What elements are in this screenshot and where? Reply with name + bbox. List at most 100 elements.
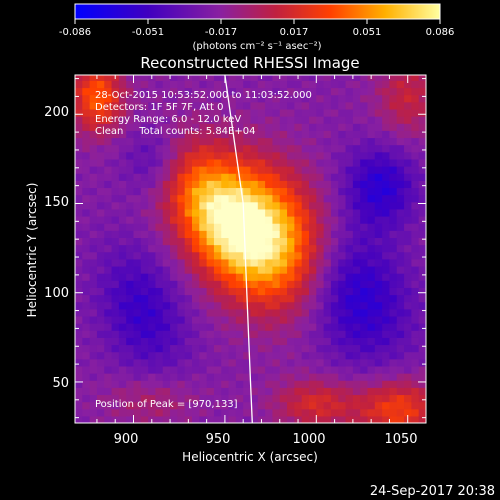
heatmap-cell (338, 380, 347, 388)
heatmap-cell (118, 373, 127, 381)
heatmap-cell (104, 394, 113, 403)
heatmap-cell (82, 158, 91, 167)
heatmap-cell (75, 123, 83, 131)
heatmap-cell (82, 408, 91, 417)
heatmap-cell (170, 223, 178, 231)
heatmap-cell (396, 201, 405, 210)
heatmap-cell (330, 330, 339, 338)
heatmap-cell (287, 265, 295, 274)
heatmap-cell (316, 415, 325, 423)
heatmap-cell (96, 251, 105, 260)
heatmap-cell (235, 130, 244, 139)
heatmap-cell (352, 208, 361, 217)
heatmap-cell (257, 387, 266, 396)
heatmap-cell (396, 80, 405, 89)
heatmap-cell (243, 387, 252, 396)
heatmap-cell (411, 308, 420, 317)
heatmap-cell (352, 337, 361, 346)
heatmap-cell (396, 144, 405, 153)
heatmap-cell (323, 294, 332, 303)
heatmap-cell (111, 80, 120, 89)
heatmap-cell (323, 130, 332, 139)
heatmap-cell (75, 344, 83, 353)
heatmap-cell (104, 337, 113, 346)
heatmap-cell (367, 130, 376, 139)
heatmap-cell (75, 373, 83, 381)
heatmap-cell (257, 330, 266, 338)
heatmap-cell (96, 87, 105, 96)
heatmap-cell (345, 251, 354, 260)
heatmap-cell (250, 101, 259, 110)
heatmap-cell (257, 351, 266, 360)
heatmap-cell (192, 230, 200, 238)
heatmap-cell (330, 408, 339, 417)
heatmap-cell (279, 215, 288, 224)
heatmap-cell (228, 94, 237, 103)
heatmap-cell (367, 144, 376, 153)
heatmap-cell (235, 408, 244, 417)
heatmap-cell (345, 215, 354, 224)
heatmap-cell (257, 358, 266, 367)
heatmap-cell (213, 194, 222, 203)
heatmap-cell (330, 265, 339, 274)
heatmap-cell (360, 137, 369, 146)
heatmap-cell (192, 358, 200, 367)
heatmap-cell (382, 101, 391, 110)
heatmap-cell (162, 280, 171, 288)
heatmap-cell (265, 251, 274, 260)
heatmap-cell (352, 87, 361, 96)
heatmap-cell (382, 294, 391, 303)
heatmap-cell (396, 380, 405, 388)
heatmap-cell (287, 101, 295, 110)
heatmap-cell (367, 337, 376, 346)
heatmap-cell (184, 166, 193, 174)
heatmap-cell (374, 230, 383, 238)
heatmap-cell (374, 223, 383, 231)
heatmap-cell (213, 94, 222, 103)
heatmap-cell (382, 365, 391, 374)
heatmap-cell (206, 215, 215, 224)
heatmap-cell (206, 208, 215, 217)
heatmap-cell (309, 323, 317, 331)
heatmap-cell (404, 151, 412, 160)
heatmap-cell (155, 144, 164, 153)
heatmap-cell (184, 365, 193, 374)
heatmap-cell (345, 258, 354, 267)
heatmap-cell (301, 116, 310, 124)
heatmap-cell (118, 308, 127, 317)
heatmap-cell (155, 308, 164, 317)
heatmap-cell (309, 137, 317, 146)
heatmap-cell (118, 415, 127, 423)
heatmap-cell (367, 265, 376, 274)
heatmap-cell (279, 258, 288, 267)
heatmap-cell (294, 401, 303, 410)
heatmap-cell (199, 358, 208, 367)
heatmap-cell (170, 344, 178, 353)
heatmap-cell (192, 415, 200, 423)
heatmap-cell (162, 258, 171, 267)
heatmap-cell (382, 173, 391, 181)
heatmap-cell (96, 315, 105, 324)
heatmap-cell (111, 137, 120, 146)
heatmap-cell (155, 151, 164, 160)
heatmap-cell (111, 351, 120, 360)
heatmap-cell (170, 123, 178, 131)
heatmap-cell (338, 130, 347, 139)
heatmap-cell (221, 365, 230, 374)
heatmap-cell (111, 308, 120, 317)
heatmap-cell (184, 408, 193, 417)
heatmap-cell (184, 273, 193, 281)
heatmap-cell (389, 415, 398, 423)
heatmap-cell (265, 401, 274, 410)
heatmap-cell (272, 151, 281, 160)
heatmap-cell (257, 244, 266, 253)
heatmap-cell (162, 315, 171, 324)
heatmap-cell (316, 230, 325, 238)
heatmap-cell (206, 223, 215, 231)
heatmap-cell (309, 244, 317, 253)
heatmap-cell (301, 230, 310, 238)
heatmap-cell (265, 258, 274, 267)
heatmap-cell (155, 215, 164, 224)
heatmap-cell (104, 223, 113, 231)
heatmap-cell (287, 194, 295, 203)
